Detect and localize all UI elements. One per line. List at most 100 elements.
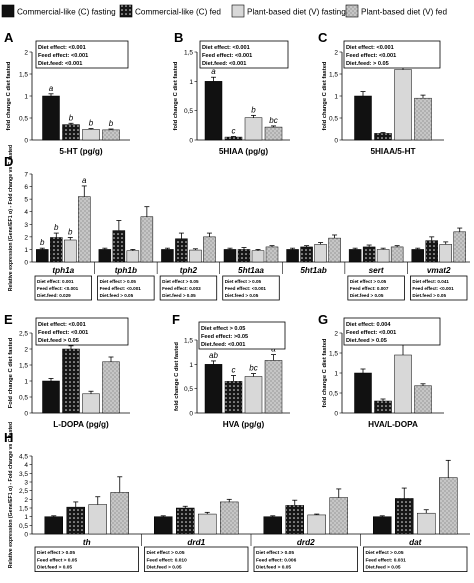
stats-line: Feed effect: 0.010 <box>147 557 188 563</box>
y-tick-label: 2 <box>24 234 28 241</box>
stats-box <box>159 275 218 301</box>
bar <box>251 250 265 263</box>
stats-line: Feed effect: <0.001 <box>412 286 454 291</box>
stats-box <box>198 321 286 350</box>
stats-line: Feed effect: 0.031 <box>366 557 407 563</box>
bar <box>237 249 251 263</box>
bar <box>62 124 80 141</box>
bar <box>126 250 140 263</box>
stats-line: Feed effect: <0.001 <box>202 53 252 59</box>
y-axis-label: fold change C diet fasted <box>174 342 180 411</box>
y-tick-label: 0,5 <box>19 523 28 530</box>
legend-label: Plant-based diet (V) fasting <box>247 8 346 17</box>
y-tick-label: 2,5 <box>19 331 28 338</box>
legend: Commercial-like (C) fasting Commercial-li… <box>1 4 447 18</box>
x-group-label: 5HIAA (pg/g) <box>219 147 269 156</box>
x-group-label: dat <box>409 538 422 547</box>
legend-item: Commercial-like (C) fed <box>119 4 221 18</box>
bar <box>244 376 263 414</box>
legend-swatch <box>345 4 359 18</box>
panel-letter: B <box>174 30 183 45</box>
stats-line: Diet.feed > 0.05 <box>100 293 134 298</box>
bar <box>161 249 174 263</box>
bar <box>348 249 362 263</box>
x-group-label: sert <box>369 266 384 275</box>
stats-box <box>222 275 280 301</box>
y-tick-label: 4,5 <box>19 454 28 461</box>
x-group-label: 5HIAA/5-HT <box>370 147 415 156</box>
stats-line: Feed effect: <0.001 <box>225 286 267 291</box>
stats-box <box>199 40 289 69</box>
stats-box <box>343 40 441 69</box>
y-tick-label: 0 <box>334 411 338 418</box>
bar <box>198 513 217 535</box>
y-tick-label: 1,5 <box>19 72 28 79</box>
bar <box>102 361 120 414</box>
y-tick-label: 2 <box>24 497 28 504</box>
y-tick-label: 1 <box>334 94 338 101</box>
x-group-label: 5ht1ab <box>300 266 326 275</box>
bar <box>376 249 390 263</box>
stats-line: Feed effect: 0.006 <box>256 557 297 563</box>
y-tick-label: 0,5 <box>184 386 193 393</box>
x-group-label: 5-HT (pg/g) <box>59 147 102 156</box>
legend-swatch <box>1 4 15 18</box>
y-tick-label: 0 <box>189 138 193 145</box>
stats-line: Feed effect: 0.007 <box>350 286 389 291</box>
y-tick-label: 2,5 <box>19 488 28 495</box>
bar <box>314 244 327 263</box>
bar <box>263 516 282 535</box>
panel-letter: E <box>4 312 13 327</box>
stats-line: Diet effect: 0.004 <box>346 322 391 328</box>
significance-letter: b <box>40 238 45 247</box>
y-tick-label: 0,5 <box>184 108 193 115</box>
y-tick-label: 5 <box>24 197 28 204</box>
stats-box <box>410 275 468 301</box>
bar <box>220 501 239 535</box>
stats-box <box>253 546 358 573</box>
bar <box>414 385 432 414</box>
bar <box>411 249 424 263</box>
bar <box>203 236 216 263</box>
bar <box>439 477 458 535</box>
stats-line: Diet effect > 0.05 <box>100 279 137 284</box>
y-tick-label: 0,5 <box>329 391 338 398</box>
y-tick-label: 2 <box>334 50 338 57</box>
y-tick-label: 1 <box>24 94 28 101</box>
y-tick-label: 0,5 <box>19 395 28 402</box>
bar <box>329 497 348 535</box>
y-tick-label: 4 <box>24 462 28 469</box>
stats-box <box>347 275 405 301</box>
stats-line: Feed effect: <0.001 <box>38 53 88 59</box>
stats-line: Diet effect > 0.05 <box>366 550 404 556</box>
legend-label: Plant-based diet (V) fed <box>361 8 447 17</box>
x-group-label: drd1 <box>187 538 205 547</box>
bar <box>374 133 392 141</box>
stats-line: Feed effect: 0.003 <box>162 286 201 291</box>
stats-line: Diet.feed > 0.05 <box>256 565 291 571</box>
stats-line: Diet effect: <0.001 <box>38 45 86 51</box>
x-group-label: drd2 <box>297 538 315 547</box>
y-axis-label: Relative expression (Gene/EF1 α) - Fold … <box>8 145 14 291</box>
y-tick-label: 0 <box>334 138 338 145</box>
bar <box>328 237 341 263</box>
bar <box>176 507 195 535</box>
stats-line: Diet.feed: 0.029 <box>37 293 71 298</box>
significance-letter: b <box>54 223 59 232</box>
y-axis-label: fold change C diet fasted <box>322 61 328 130</box>
y-tick-label: 1,5 <box>184 338 193 345</box>
significance-letter: c <box>232 126 236 135</box>
legend-item: Plant-based diet (V) fed <box>345 4 447 18</box>
stats-line: Diet effect: 0.041 <box>412 279 449 284</box>
bar <box>425 240 438 263</box>
bar <box>395 498 414 535</box>
bar <box>36 249 49 263</box>
x-group-label: HVA (pg/g) <box>223 420 265 429</box>
stats-line: Feed effect: <0.001 <box>346 330 396 336</box>
stats-box <box>34 546 139 573</box>
legend-label: Commercial-like (C) fasting <box>17 8 116 17</box>
